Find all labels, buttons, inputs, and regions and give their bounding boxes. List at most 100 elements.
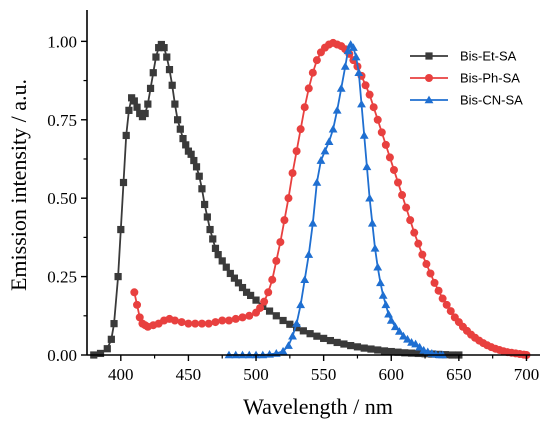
data-point-bis-et-sa [201, 200, 209, 209]
data-point-bis-et-sa [144, 100, 152, 108]
y-axis-title: Emission intensity / a.u. [6, 79, 31, 291]
data-point-bis-ph-sa [184, 319, 193, 328]
data-point-bis-et-sa [107, 335, 115, 343]
data-point-bis-ph-sa [434, 286, 443, 295]
data-point-bis-et-sa [187, 150, 195, 158]
data-point-bis-et-sa [117, 225, 125, 234]
data-point-bis-cn-sa [300, 275, 310, 284]
data-point-bis-et-sa [234, 279, 243, 287]
data-point-bis-cn-sa [292, 319, 301, 327]
data-point-bis-et-sa [313, 332, 321, 340]
data-point-bis-et-sa [133, 103, 141, 111]
data-point-bis-et-sa [130, 97, 138, 105]
data-point-bis-et-sa [347, 341, 355, 350]
x-tick-label: 500 [243, 365, 269, 384]
data-point-bis-cn-sa [296, 300, 306, 309]
data-point-bis-ph-sa [238, 313, 247, 322]
data-point-bis-cn-sa [365, 193, 375, 202]
data-point-bis-et-sa [179, 134, 187, 143]
data-point-bis-cn-sa [328, 124, 338, 133]
data-point-bis-ph-sa [394, 178, 403, 187]
data-point-bis-et-sa [211, 244, 220, 252]
data-point-bis-et-sa [190, 156, 198, 165]
data-point-bis-cn-sa [312, 178, 322, 186]
data-point-bis-et-sa [242, 288, 251, 296]
data-point-bis-cn-sa [381, 300, 391, 309]
data-point-bis-et-sa [119, 178, 128, 187]
data-point-bis-ph-sa [377, 128, 386, 137]
data-point-bis-et-sa [279, 316, 287, 325]
data-point-bis-cn-sa [384, 309, 393, 318]
data-point-bis-et-sa [110, 320, 118, 328]
x-axis-title: Wavelength / nm [243, 394, 393, 419]
data-point-bis-ph-sa [130, 288, 139, 297]
data-point-bis-et-sa [374, 346, 382, 354]
data-point-bis-ph-sa [361, 81, 370, 90]
data-point-bis-cn-sa [411, 339, 420, 348]
data-point-bis-ph-sa [410, 228, 419, 237]
data-point-bis-et-sa [247, 291, 255, 300]
data-point-bis-cn-sa [399, 331, 408, 340]
data-point-bis-cn-sa [304, 250, 314, 258]
data-point-bis-et-sa [146, 84, 155, 93]
data-point-bis-ph-sa [218, 316, 227, 325]
data-point-bis-et-sa [103, 345, 111, 353]
legend-label-bis-ph-sa: Bis-Ph-SA [460, 71, 520, 86]
data-point-bis-cn-sa [320, 146, 330, 155]
data-point-bis-ph-sa [304, 84, 313, 93]
data-point-bis-et-sa [176, 125, 184, 133]
x-tick-label: 400 [108, 365, 134, 384]
data-point-bis-ph-sa [308, 68, 317, 77]
data-point-bis-et-sa [206, 225, 214, 234]
data-point-bis-cn-sa [278, 346, 288, 355]
data-point-bis-cn-sa [357, 99, 366, 108]
data-point-bis-et-sa [163, 53, 171, 61]
data-point-bis-ph-sa [438, 294, 447, 303]
data-point-bis-et-sa [252, 296, 260, 304]
data-point-bis-cn-sa [332, 105, 342, 114]
data-point-bis-cn-sa [376, 278, 385, 287]
data-point-bis-et-sa [198, 185, 206, 193]
data-point-bis-et-sa [380, 347, 389, 355]
x-tick-label: 700 [514, 365, 540, 384]
data-point-bis-ph-sa [211, 318, 220, 327]
data-point-bis-ph-sa [197, 319, 206, 328]
data-point-bis-ph-sa [260, 297, 269, 306]
data-point-bis-et-sa [152, 53, 160, 61]
data-point-bis-et-sa [272, 312, 280, 320]
data-point-bis-ph-sa [381, 140, 390, 149]
data-point-bis-et-sa [414, 349, 422, 358]
data-point-bis-et-sa [226, 269, 234, 278]
data-point-bis-cn-sa [394, 327, 404, 335]
data-point-bis-ph-sa [224, 316, 233, 325]
data-point-bis-et-sa [230, 274, 238, 282]
data-point-bis-ph-sa [442, 300, 451, 309]
legend-marker-bis-ph-sa [425, 74, 433, 82]
data-point-bis-cn-sa [316, 156, 326, 164]
data-point-bis-ph-sa [296, 125, 305, 134]
data-point-bis-cn-sa [359, 131, 369, 139]
data-point-bis-et-sa [125, 106, 133, 114]
series-line-bis-ph-sa [133, 41, 527, 356]
data-point-bis-ph-sa [133, 300, 142, 309]
data-point-bis-ph-sa [406, 216, 415, 225]
data-point-bis-cn-sa [288, 331, 297, 340]
data-point-bis-et-sa [171, 100, 179, 108]
x-tick-label: 550 [311, 365, 337, 384]
data-point-bis-et-sa [182, 141, 190, 149]
data-point-bis-et-sa [168, 81, 176, 89]
data-point-bis-et-sa [367, 345, 375, 353]
legend-label-bis-cn-sa: Bis-CN-SA [460, 93, 523, 108]
data-point-bis-et-sa [401, 349, 409, 357]
data-point-bis-cn-sa [415, 342, 425, 351]
data-point-bis-cn-sa [373, 262, 383, 271]
data-point-bis-et-sa [165, 65, 174, 74]
data-point-bis-cn-sa [348, 43, 358, 51]
legend-marker-bis-cn-sa [424, 95, 434, 104]
legend-marker-bis-et-sa [425, 52, 433, 60]
data-point-bis-ph-sa [204, 319, 213, 328]
data-point-bis-ph-sa [369, 103, 378, 112]
data-point-bis-et-sa [192, 163, 201, 171]
data-point-bis-ph-sa [284, 194, 293, 203]
